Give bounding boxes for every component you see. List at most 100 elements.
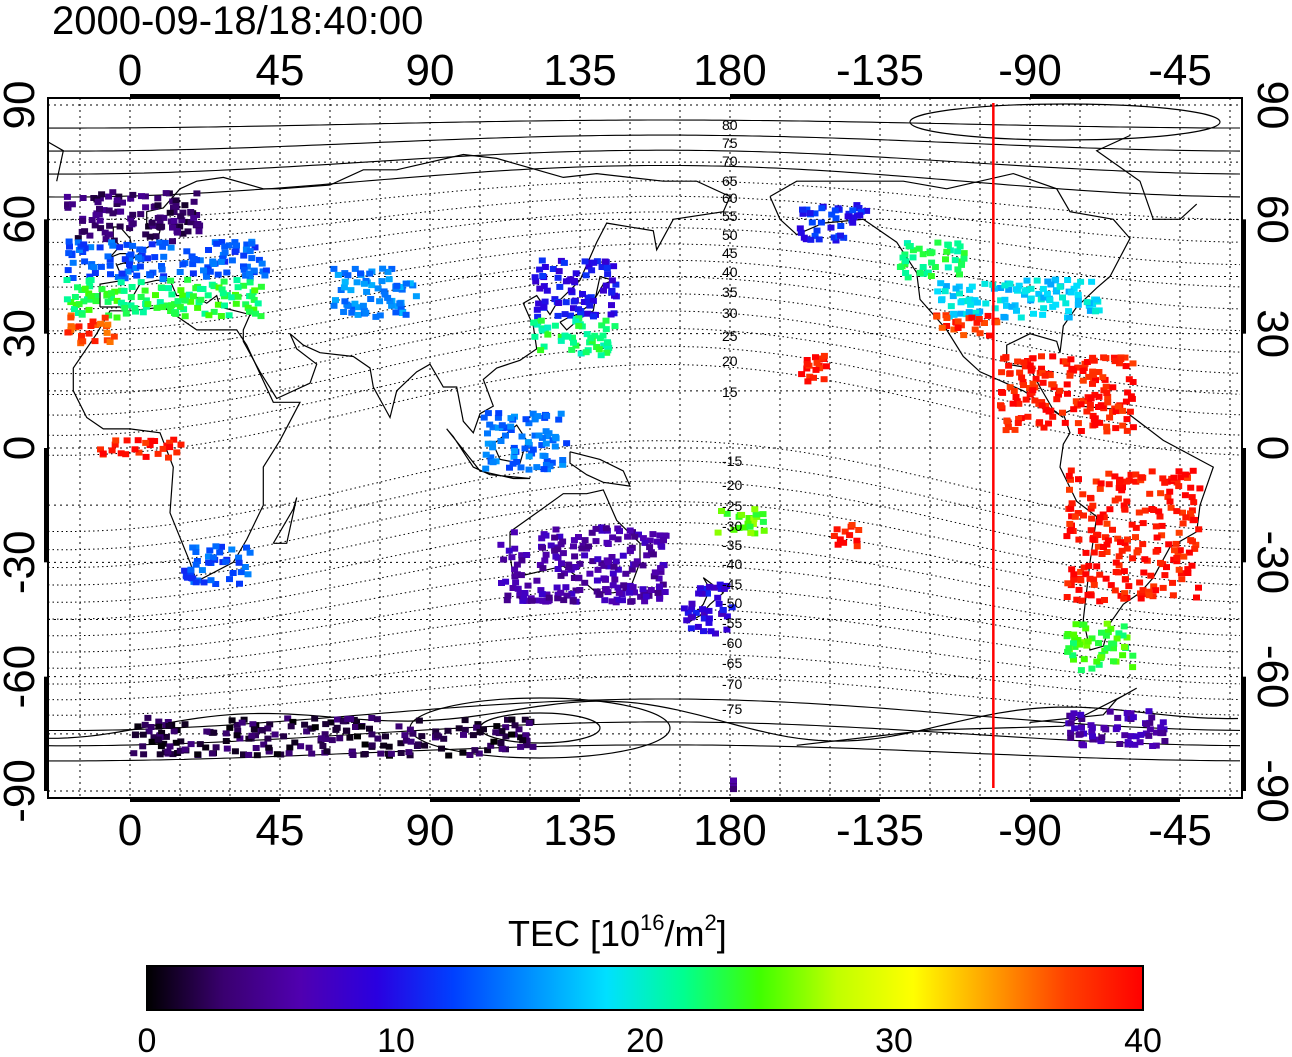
tec-point [949, 293, 957, 300]
tec-point [586, 302, 594, 309]
tec-point [322, 736, 330, 742]
tec-point [751, 530, 759, 537]
tec-point [1065, 308, 1073, 315]
tec-point [1036, 419, 1044, 426]
tec-point [176, 304, 184, 310]
tec-point [806, 373, 814, 380]
tec-point [193, 558, 201, 564]
tec-point [1121, 540, 1129, 546]
tec-point [461, 717, 469, 724]
tec-point [536, 266, 544, 273]
tec-point [113, 197, 121, 204]
tec-point [1157, 559, 1164, 566]
tec-point [489, 459, 497, 466]
tec-point [723, 613, 731, 620]
tec-point [243, 544, 250, 551]
tec-point [1001, 282, 1009, 289]
tec-point [712, 630, 719, 637]
tec-point [373, 716, 381, 723]
tec-point [997, 285, 1005, 291]
tec-point [933, 313, 941, 320]
tec-point [235, 554, 243, 561]
tec-point [513, 571, 521, 578]
tec-point [85, 277, 93, 284]
tec-point [598, 527, 606, 534]
tec-point [154, 202, 162, 209]
mlat-contour [48, 675, 1241, 716]
tec-point [1077, 568, 1085, 575]
tec-point [707, 628, 715, 635]
tec-point [240, 263, 247, 270]
tec-point [1086, 401, 1094, 408]
tec-point [355, 304, 362, 311]
tec-point [563, 440, 571, 447]
mlat-contour [48, 564, 1241, 637]
tec-point [368, 282, 376, 289]
tec-point [155, 723, 163, 730]
tec-point [1115, 630, 1123, 637]
tec-point [185, 291, 193, 298]
tec-point [123, 241, 131, 248]
tec-point [508, 731, 516, 738]
tec-point [226, 576, 233, 583]
tec-point [1145, 732, 1153, 739]
tec-point [195, 228, 203, 235]
tec-point [167, 277, 175, 284]
tec-point [937, 280, 945, 287]
tec-point [976, 308, 984, 315]
tec-point [508, 716, 516, 723]
tec-point [220, 278, 228, 285]
tec-point [1080, 564, 1088, 571]
tec-point [104, 298, 112, 305]
tec-point [473, 724, 481, 731]
tec-point [172, 197, 180, 204]
tec-point [525, 720, 533, 726]
tec-point [250, 267, 258, 274]
mlat-contour [48, 630, 1241, 685]
tec-point [498, 728, 506, 735]
tec-point [106, 262, 114, 269]
tec-point [234, 293, 242, 300]
tec-point [123, 437, 131, 444]
tec-point [146, 272, 154, 279]
tec-point [1104, 629, 1112, 636]
tec-point [1006, 384, 1014, 391]
tec-point [1088, 665, 1096, 672]
coastlines [48, 134, 1239, 746]
tec-point [1147, 572, 1155, 579]
tec-point [289, 718, 297, 725]
tec-point [418, 733, 426, 740]
lon-tick-label: 180 [693, 806, 766, 855]
tec-point [121, 256, 129, 263]
tec-point [181, 721, 189, 728]
tec-point [234, 284, 242, 291]
tec-point [705, 619, 713, 626]
tec-point [567, 312, 574, 319]
tec-point [1088, 635, 1096, 642]
tec-point [92, 322, 100, 328]
tec-point [380, 288, 388, 295]
tec-point [999, 389, 1007, 396]
tec-point [572, 270, 580, 277]
tec-point [1051, 277, 1059, 284]
tec-point [1121, 590, 1129, 597]
mlat-label: -45 [722, 576, 742, 592]
lon-tick-label: -45 [1148, 46, 1212, 95]
tec-point [223, 745, 231, 752]
tec-point [392, 309, 400, 316]
tec-point [68, 201, 76, 208]
tec-point [557, 572, 565, 579]
tec-point [715, 600, 723, 607]
tec-point [219, 255, 227, 262]
mlat-label: 15 [722, 384, 738, 400]
tec-point [1067, 505, 1075, 512]
lon-tick-label: -90 [998, 46, 1062, 95]
tec-point [1129, 360, 1137, 367]
colorbar-title-sup1: 16 [640, 910, 664, 935]
tec-point [87, 323, 95, 329]
tec-point [106, 256, 114, 263]
tec-point [1101, 534, 1109, 541]
tec-point [1175, 529, 1183, 536]
tec-point [209, 554, 217, 561]
tec-point [1167, 504, 1175, 511]
